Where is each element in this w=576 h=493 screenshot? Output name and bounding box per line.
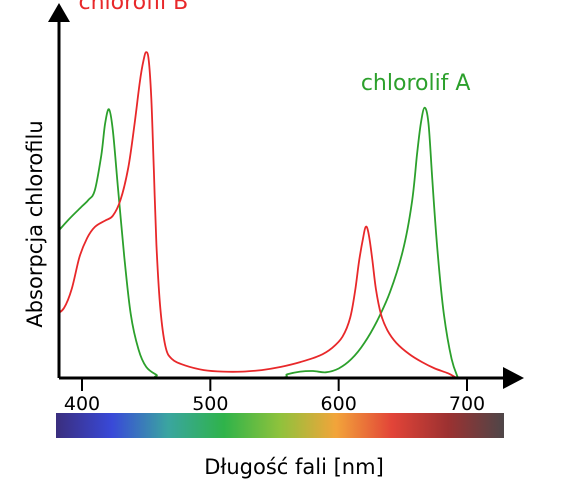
x-tick-label: 400 — [64, 393, 100, 415]
series-label-chlorolif-a: chlorolif A — [361, 71, 471, 96]
y-axis-arrow — [48, 3, 70, 22]
x-tick-label: 500 — [192, 393, 228, 415]
x-tick-label: 700 — [449, 393, 485, 415]
axes — [48, 3, 524, 389]
x-tick-label: 600 — [321, 393, 357, 415]
series-label-chlorofil-b: chlorofil B — [78, 0, 188, 15]
x-axis-title: Długość fali [nm] — [204, 455, 384, 479]
spectrum-bar — [56, 413, 504, 438]
x-ticks: 400 500 600 700 — [64, 378, 485, 415]
x-axis-arrow — [503, 367, 524, 389]
series-labels: chlorolif A chlorofil B — [78, 0, 470, 96]
series-layer — [59, 51, 459, 378]
series-line-chlorolif-a — [59, 106, 459, 378]
series-line-chlorofil-b — [59, 51, 458, 378]
y-axis-title: Absorpcja chlorofilu — [23, 120, 47, 327]
